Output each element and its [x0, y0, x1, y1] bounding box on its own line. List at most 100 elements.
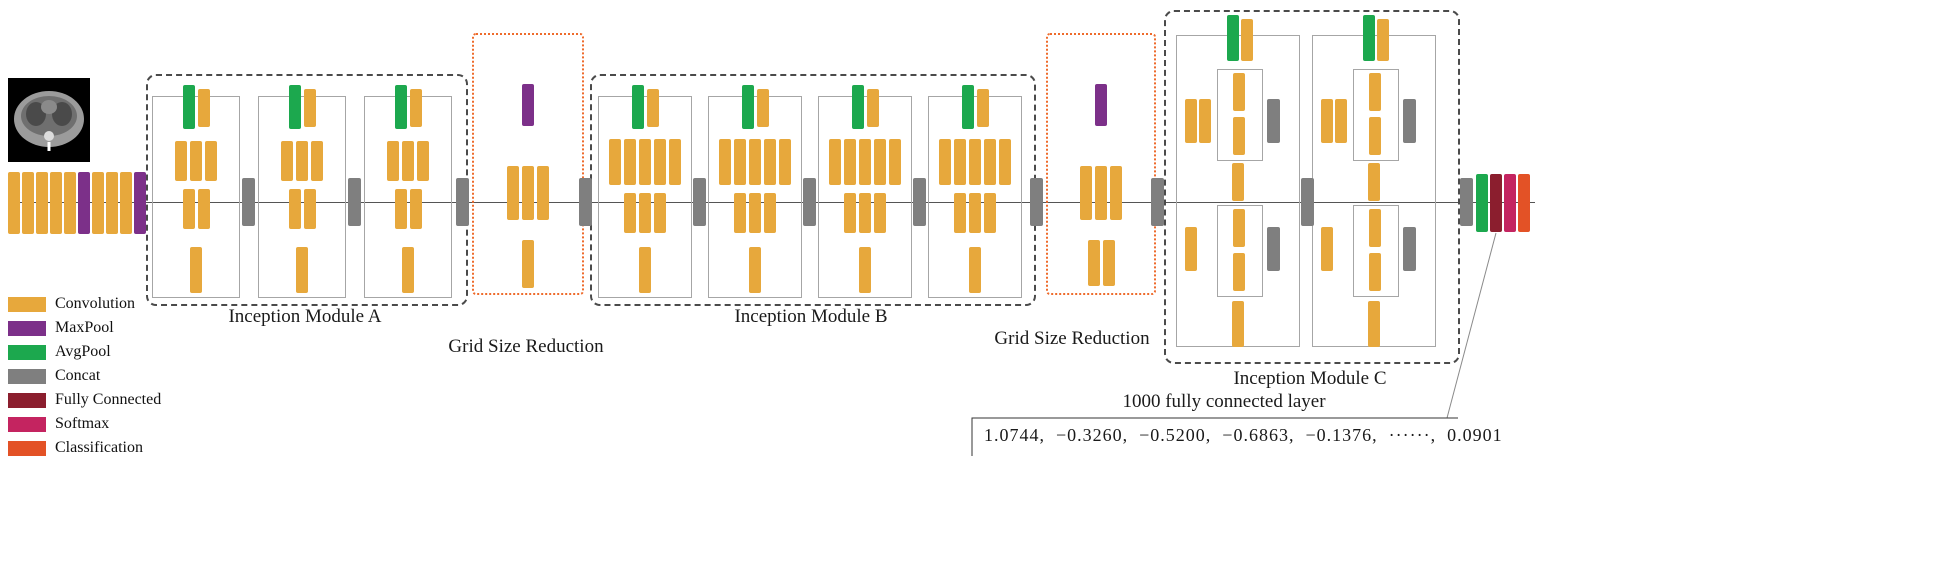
inception-b-block: [818, 85, 912, 298]
convolution-layer: [1232, 163, 1244, 201]
avgpool-layer: [741, 85, 754, 129]
softmax-layer: [1504, 174, 1516, 232]
fc-output-values: 1.0744, −0.3260, −0.5200, −0.6863, −0.13…: [984, 425, 1503, 445]
layer-row: [365, 85, 451, 129]
convolution-layer: [1241, 19, 1253, 61]
convolution-layer: [654, 193, 666, 233]
convolution-layer: [844, 139, 856, 185]
fc-layer-label: 1000 fully connected layer: [1122, 391, 1326, 412]
layer-row: [709, 193, 801, 233]
layer-row: [259, 85, 345, 129]
ct-scan-input-image: [8, 78, 90, 162]
convolution-layer: [1368, 301, 1380, 347]
convolution-layer: [1369, 117, 1381, 155]
layer-row: [929, 85, 1021, 129]
convolution-layer: [624, 193, 636, 233]
classification-swatch: [8, 440, 46, 456]
layer-row: [259, 189, 345, 229]
concat-layer: [803, 178, 816, 226]
layer-row: [819, 85, 911, 129]
convolution-layer: [281, 141, 293, 181]
layer-row: [365, 189, 451, 229]
convolution-layer: [1087, 240, 1100, 286]
layer-row: [599, 85, 691, 129]
convolution-layer: [296, 141, 308, 181]
convolution-layer: [205, 141, 217, 181]
maxpool-layer: [134, 172, 146, 234]
maxpool-layer: [78, 172, 90, 234]
ct-scan-graphic: [8, 78, 90, 162]
layer-row: [153, 247, 239, 293]
layer-row: [1048, 240, 1154, 286]
convolution-layer: [8, 172, 20, 234]
convolution-layer: [859, 139, 871, 185]
convolution-layer: [1185, 227, 1197, 271]
convolution-layer: [984, 193, 996, 233]
split-branch-box: [1217, 205, 1263, 297]
softmax-swatch: [8, 416, 46, 432]
layer-row: [365, 141, 451, 181]
maxpool-layer: [1095, 84, 1107, 126]
convolution-layer: [976, 89, 989, 127]
layer-row: [153, 189, 239, 229]
avgpool-layer: [1227, 15, 1239, 61]
convolution-layer: [859, 247, 871, 293]
concat-layer: [913, 178, 926, 226]
convolution-layer: [859, 193, 871, 233]
inception-a-block: [364, 85, 452, 298]
concat-layer: [242, 178, 255, 226]
convolution-layer: [402, 141, 414, 181]
maxpool-swatch: [8, 320, 46, 336]
layer-row: [1048, 84, 1154, 126]
convolution-layer: [764, 193, 776, 233]
convolution-layer: [719, 139, 731, 185]
convolution-layer: [1233, 209, 1245, 247]
avgpool-layer: [631, 85, 644, 129]
inception-b-block: [928, 85, 1022, 298]
convolution-layer: [522, 240, 534, 288]
convolution-layer: [92, 172, 104, 234]
avgpool-layer: [1476, 174, 1488, 232]
convolution-layer: [1233, 117, 1245, 155]
avgpool-layer: [288, 85, 301, 129]
fully-connected-swatch: [8, 392, 46, 408]
concat-layer: [1403, 99, 1416, 143]
avgpool-layer: [961, 85, 974, 129]
convolution-layer: [190, 247, 202, 293]
convolution-layer: [734, 193, 746, 233]
grid-size-reduction-1-label: Grid Size Reduction: [448, 336, 604, 357]
convolution-layer: [889, 139, 901, 185]
convolution-layer: [866, 89, 879, 127]
convolution-layer: [1185, 99, 1197, 143]
convolution-layer: [288, 189, 301, 229]
convolution-layer: [197, 89, 210, 127]
classification-layer: [1518, 174, 1530, 232]
convolution-layer: [829, 139, 841, 185]
inception-b-block: [708, 85, 802, 298]
concat-layer: [1267, 227, 1280, 271]
convolution-layer: [106, 172, 118, 234]
layer-row: [599, 247, 691, 293]
legend-item-classification: Classification: [8, 436, 161, 460]
layer-row: [709, 247, 801, 293]
layer-row: [259, 141, 345, 181]
output-head-layers: [1476, 174, 1530, 232]
concat-layer: [693, 178, 706, 226]
legend-item-avgpool: AvgPool: [8, 340, 161, 364]
convolution-layer: [749, 247, 761, 293]
convolution-layer: [669, 139, 681, 185]
legend-label: Convolution: [55, 295, 136, 312]
module-a-label: Inception Module A: [228, 306, 382, 327]
convolution-layer: [1102, 240, 1115, 286]
convolution-layer: [120, 172, 132, 234]
convolution-layer: [1110, 166, 1122, 220]
convolution-layer: [1335, 99, 1347, 143]
convolution-layer: [999, 139, 1011, 185]
stem-layers: [8, 172, 146, 234]
convolution-layer: [175, 141, 187, 181]
concat-layer: [1151, 178, 1164, 226]
convolution-layer: [984, 139, 996, 185]
concat-swatch: [8, 368, 46, 384]
convolution-layer: [756, 89, 769, 127]
concat-layer: [1403, 227, 1416, 271]
